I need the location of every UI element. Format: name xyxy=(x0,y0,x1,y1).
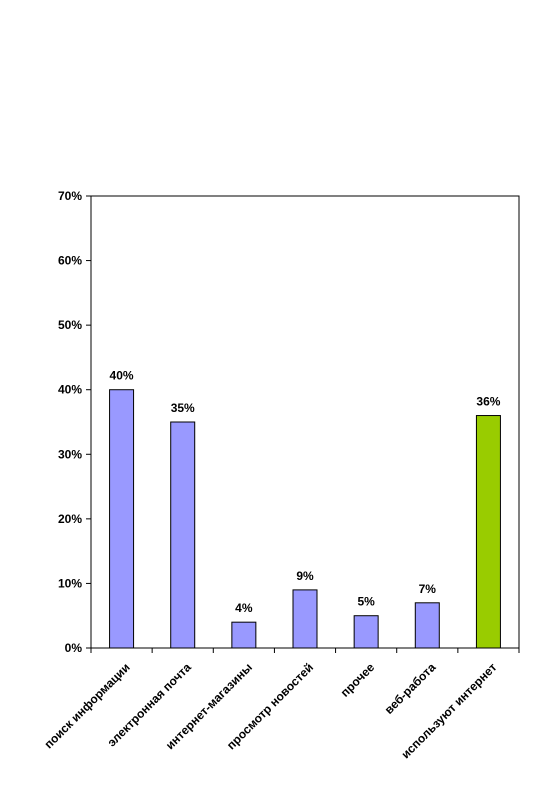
bar xyxy=(353,615,379,649)
y-tick-label: 0% xyxy=(65,641,83,655)
y-tick-label: 60% xyxy=(58,254,82,268)
y-tick-label: 30% xyxy=(58,447,82,461)
data-label: 4% xyxy=(235,601,253,615)
y-tick-label: 20% xyxy=(58,512,82,526)
bar xyxy=(170,421,196,649)
data-label: 35% xyxy=(171,401,195,415)
y-tick-label: 70% xyxy=(58,189,82,203)
data-labels: 40% 35% 4% 9% 5% 7% 36% xyxy=(110,369,501,615)
y-tick-label: 10% xyxy=(58,576,82,590)
bar xyxy=(414,602,440,649)
plot-area xyxy=(90,195,520,649)
y-tick-label: 40% xyxy=(58,383,82,397)
data-label: 7% xyxy=(419,582,437,596)
bar xyxy=(475,415,501,649)
bars xyxy=(109,389,501,649)
data-label: 40% xyxy=(110,369,134,383)
y-axis: 0% 10% 20% 30% 40% 50% 60% 70% xyxy=(58,189,91,655)
bar xyxy=(109,389,135,649)
data-label: 9% xyxy=(296,569,314,583)
x-axis xyxy=(90,648,520,653)
category-label: прочее xyxy=(338,660,378,700)
bar xyxy=(292,589,318,649)
data-label: 5% xyxy=(357,595,375,609)
y-tick-label: 50% xyxy=(58,318,82,332)
category-label: веб-работа xyxy=(382,660,439,717)
data-label: 36% xyxy=(476,395,500,409)
bar xyxy=(231,621,257,649)
